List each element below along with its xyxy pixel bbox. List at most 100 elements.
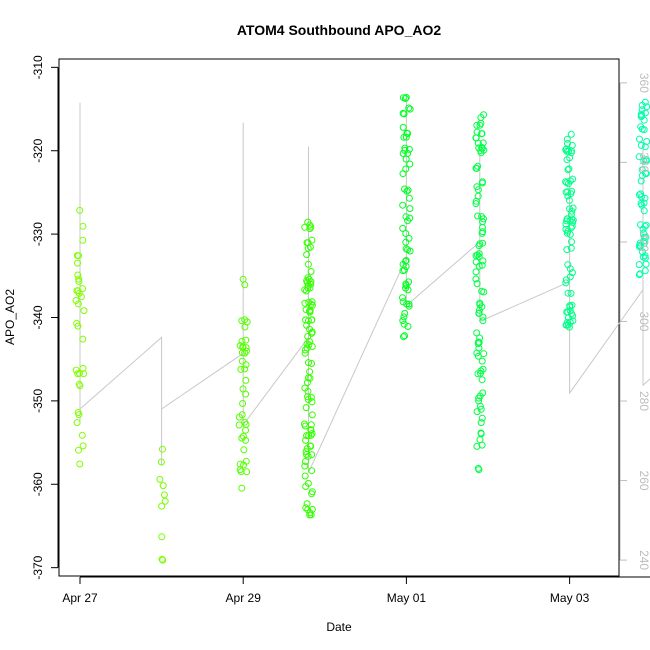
data-point xyxy=(399,123,407,131)
data-point xyxy=(74,271,82,279)
data-point xyxy=(235,413,243,421)
data-point xyxy=(158,533,166,541)
data-point xyxy=(568,238,575,246)
data-point xyxy=(79,222,87,230)
data-point xyxy=(400,333,407,341)
data-point xyxy=(638,166,646,174)
data-point xyxy=(156,475,164,483)
data-point xyxy=(301,299,309,307)
data-point xyxy=(473,329,481,337)
data-point xyxy=(241,365,249,373)
data-point xyxy=(305,341,313,349)
data-point xyxy=(567,244,575,252)
data-point xyxy=(302,306,310,314)
data-point xyxy=(569,204,577,212)
data-point xyxy=(307,278,315,286)
data-point xyxy=(564,166,572,174)
data-point xyxy=(237,365,245,373)
data-point xyxy=(238,337,246,345)
data-point xyxy=(401,185,408,193)
data-point xyxy=(402,284,410,292)
data-point xyxy=(303,500,311,508)
data-point xyxy=(473,280,481,288)
data-point xyxy=(479,139,487,147)
data-point xyxy=(637,200,645,207)
data-point xyxy=(239,385,247,393)
data-point xyxy=(404,246,412,254)
data-point xyxy=(241,323,249,331)
data-point xyxy=(302,483,310,490)
data-point xyxy=(399,298,407,306)
data-point xyxy=(402,238,410,246)
data-point xyxy=(75,275,83,283)
y-tick-label: -370 xyxy=(31,555,45,579)
data-point xyxy=(405,145,413,153)
data-point xyxy=(402,213,410,221)
data-point xyxy=(302,448,310,456)
data-point xyxy=(472,200,480,208)
data-point xyxy=(302,504,310,512)
data-point xyxy=(562,220,570,228)
data-point xyxy=(405,300,413,308)
y-tick-label: -310 xyxy=(31,55,45,79)
data-point xyxy=(304,260,312,268)
data-point xyxy=(308,488,316,496)
data-point xyxy=(475,309,483,317)
data-point xyxy=(475,250,483,258)
data-point xyxy=(478,143,486,151)
data-point xyxy=(308,398,316,406)
data-point xyxy=(478,357,486,365)
data-point xyxy=(568,207,576,215)
data-point xyxy=(567,224,575,232)
data-point xyxy=(474,352,482,360)
data-point xyxy=(564,289,572,297)
x-tick-label: May 03 xyxy=(550,591,590,605)
data-point xyxy=(479,239,487,247)
data-point xyxy=(564,188,572,196)
data-point xyxy=(641,194,649,202)
data-point xyxy=(74,287,82,295)
data-point xyxy=(640,229,647,237)
data-point xyxy=(478,213,486,221)
data-point xyxy=(400,320,408,328)
data-point xyxy=(303,278,311,286)
data-point xyxy=(475,397,483,405)
x-axis-label: Date xyxy=(326,620,352,634)
data-point xyxy=(638,193,645,201)
data-point xyxy=(308,328,316,336)
data-point xyxy=(304,218,312,226)
y-tick-label: -350 xyxy=(31,389,45,413)
data-point xyxy=(642,170,650,178)
data-point xyxy=(75,278,83,285)
chart-title: ATOM4 Southbound APO_AO2 xyxy=(237,22,442,38)
data-point xyxy=(475,262,483,270)
data-point xyxy=(307,393,315,401)
data-point xyxy=(399,317,407,325)
data-point xyxy=(307,442,315,450)
data-point xyxy=(307,268,315,275)
y-axis-label: APO_AO2 xyxy=(3,289,17,345)
data-point xyxy=(566,230,574,238)
data-point xyxy=(476,301,484,309)
data-point xyxy=(563,145,570,153)
secondary-series-line xyxy=(79,98,650,473)
data-point xyxy=(76,460,84,468)
data-point xyxy=(404,217,412,225)
data-point xyxy=(475,242,483,250)
data-point xyxy=(242,361,250,369)
data-point xyxy=(238,434,246,442)
data-point xyxy=(642,260,650,268)
data-point xyxy=(79,236,87,244)
data-point xyxy=(405,104,413,112)
data-point xyxy=(302,404,310,412)
data-point xyxy=(562,279,570,287)
data-point xyxy=(242,436,250,444)
data-point xyxy=(308,360,316,367)
y-tick-label: -340 xyxy=(31,305,45,329)
data-point xyxy=(640,207,648,215)
data-point xyxy=(480,288,488,296)
data-point xyxy=(158,502,166,510)
data-point xyxy=(565,165,573,173)
data-point xyxy=(641,267,649,275)
data-point xyxy=(474,186,482,194)
